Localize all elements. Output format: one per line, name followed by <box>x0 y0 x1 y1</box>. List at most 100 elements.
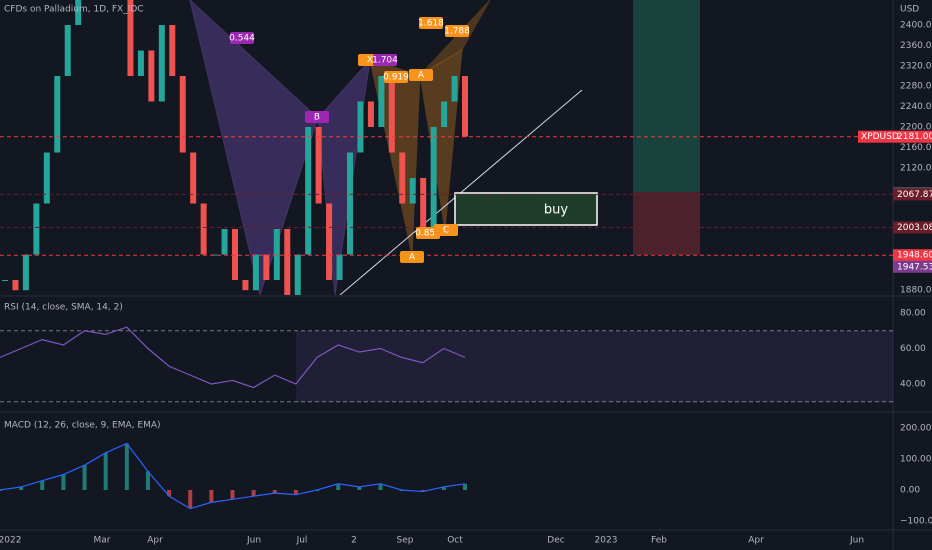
pattern-label-text: 1.618 <box>418 19 444 29</box>
candle <box>357 101 364 153</box>
rsi-tick: 60.00 <box>900 344 926 354</box>
pattern-label: 0.544 <box>229 32 255 44</box>
candle <box>2 280 8 281</box>
price-tick: 1880.00 <box>900 286 932 296</box>
candle <box>22 254 29 291</box>
candle <box>127 0 134 76</box>
candle <box>305 127 312 255</box>
macd-hist <box>124 443 129 490</box>
price-badge: 2181.00 <box>893 130 932 143</box>
candle <box>190 152 197 204</box>
pattern-label: 0.919 <box>383 71 409 83</box>
pattern-label-text: B <box>314 113 320 123</box>
macd-hist <box>103 452 108 490</box>
candle <box>420 178 427 229</box>
badge-bg <box>893 188 932 201</box>
symbol-badge: XPDUSD <box>858 130 899 143</box>
candle <box>179 76 186 153</box>
price-tick: 2240.00 <box>900 102 932 112</box>
macd-tick: 200.00 <box>900 424 932 434</box>
time-label: Oct <box>447 536 463 546</box>
candle <box>388 76 395 153</box>
buy-box <box>454 192 598 226</box>
candle <box>252 254 259 291</box>
macd-hist <box>188 490 193 509</box>
pattern-label-text: 0.544 <box>229 34 255 44</box>
candle <box>232 229 238 280</box>
pattern-label-text: 1.704 <box>372 56 398 66</box>
macd-hist <box>441 486 446 490</box>
candle <box>158 25 165 102</box>
pattern-label-bg <box>373 54 397 66</box>
pattern-label: B <box>305 111 329 123</box>
pattern-label-bg <box>419 17 443 29</box>
candle <box>64 25 71 76</box>
badge-bg <box>893 260 932 273</box>
harmonic-patterns <box>189 0 583 295</box>
pattern-label-text: 1.788 <box>444 27 470 37</box>
time-label: 2022 <box>0 536 21 546</box>
pattern-label-text: 0.854 <box>415 229 441 239</box>
pattern-label: 1.704 <box>372 54 398 66</box>
macd-hist <box>251 490 256 497</box>
candle <box>336 254 343 280</box>
symbol-text: XPDUSD <box>861 132 899 142</box>
price-tick: 2360.00 <box>900 41 932 51</box>
badge-text: 1948.60 <box>897 251 932 261</box>
candle <box>75 0 82 25</box>
macd-hist <box>209 490 214 503</box>
time-label: 2023 <box>595 536 618 546</box>
pattern-label-text: X <box>367 56 373 66</box>
rsi-line <box>0 326 466 389</box>
time-label: Jun <box>246 536 261 546</box>
candle <box>242 280 249 291</box>
badge-bg <box>893 221 932 234</box>
candles <box>2 0 468 295</box>
pattern-label-text: A <box>418 71 425 81</box>
time-label: Feb <box>651 536 667 546</box>
pattern-label-bg <box>230 32 254 44</box>
macd-hist <box>272 490 277 494</box>
macd-tick: −100.00 <box>900 517 932 527</box>
symbol-bg <box>858 130 893 143</box>
price-badge: 1948.60 <box>893 249 932 262</box>
macd-hist <box>378 483 383 490</box>
header-title: CFDs on Palladium, 1D, FX_IDC <box>4 5 144 15</box>
time-label: Apr <box>147 536 163 546</box>
macd-line <box>0 442 466 510</box>
candle <box>54 76 61 153</box>
price-tick: 2400.00 <box>900 21 932 31</box>
macd-hist <box>40 480 45 490</box>
buy-label: buy <box>544 203 568 218</box>
target-zone <box>633 0 700 192</box>
candle <box>326 203 333 280</box>
candle <box>148 50 155 102</box>
pattern-label: A <box>409 69 433 81</box>
time-label: Jul <box>296 536 308 546</box>
candle <box>347 152 353 255</box>
candle <box>33 203 40 255</box>
badge-text: 2003.08 <box>897 223 932 233</box>
rsi-label: RSI (14, close, SMA, 14, 2) <box>4 303 123 313</box>
macd-hist <box>82 465 87 490</box>
pattern-label: 1.618 <box>418 17 444 29</box>
price-tick: 2320.00 <box>900 61 932 71</box>
price-tick: 2280.00 <box>900 82 932 92</box>
macd-label: MACD (12, 26, close, 9, EMA, EMA) <box>4 421 161 431</box>
candle <box>409 178 416 204</box>
macd-hist <box>357 486 362 490</box>
pattern-label-bg <box>434 224 458 236</box>
macd-hist <box>0 490 2 491</box>
macd-hist <box>336 483 341 490</box>
stop-zone <box>633 192 700 255</box>
candle <box>315 127 322 204</box>
price-badge: 1947.53 <box>893 260 932 273</box>
candle <box>273 229 280 280</box>
candle <box>462 76 468 137</box>
pattern-label: 1.788 <box>444 25 470 37</box>
candle <box>200 203 207 255</box>
price-tick: 2160.00 <box>900 143 932 153</box>
